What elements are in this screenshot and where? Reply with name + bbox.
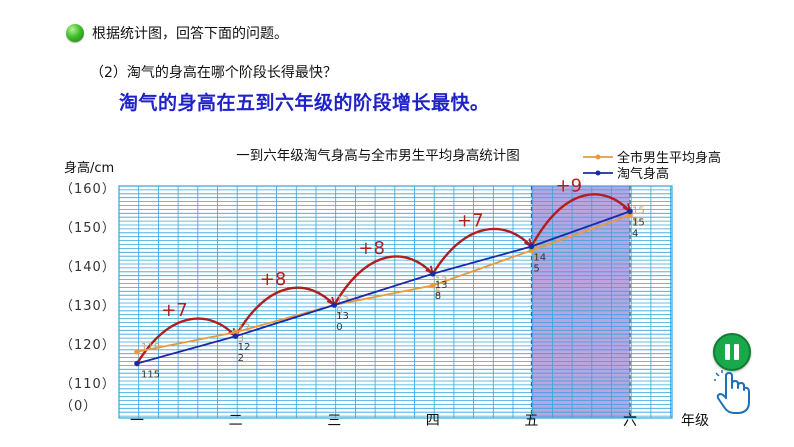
growth-arrow	[135, 317, 237, 365]
y-tick-label: （110）	[60, 377, 116, 392]
green-ball-icon	[66, 24, 84, 42]
growth-label: +8	[260, 269, 287, 290]
point-label: 14 5	[533, 253, 546, 275]
point-label-line: 13	[336, 295, 349, 306]
point-label-line: 115	[141, 370, 160, 381]
growth-label: +8	[358, 238, 385, 259]
growth-arrow	[431, 227, 533, 275]
pause-bar-icon	[734, 344, 739, 360]
data-point	[232, 333, 239, 340]
point-label-line: 3	[632, 216, 638, 227]
point-label-line: 2	[238, 353, 244, 364]
growth-arrow	[333, 255, 434, 306]
data-point	[627, 208, 633, 215]
instruction-text: 根据统计图，回答下面的问题。	[92, 26, 288, 42]
pause-button[interactable]	[713, 333, 751, 371]
data-point	[528, 243, 535, 250]
x-tick-label: 五	[524, 413, 538, 429]
series-line	[136, 214, 631, 353]
point-label-line: 15	[632, 205, 645, 216]
point-label: 13 5	[435, 276, 448, 298]
point-label-line: 0	[336, 322, 342, 333]
point-label: 15 3	[632, 205, 645, 227]
y-axis-break-label: （0）	[60, 399, 97, 414]
chart-title: 一到六年级淘气身高与全市男生平均身高统计图	[236, 147, 520, 164]
point-label-line: 12	[238, 322, 251, 333]
series-line	[136, 210, 631, 365]
point-label-line: 5	[533, 264, 539, 275]
data-point	[528, 247, 535, 254]
point-label: 115	[141, 370, 160, 381]
legend-label: 全市男生平均身高	[617, 150, 721, 166]
y-tick-label: （140）	[60, 260, 116, 275]
y-tick-label: （150）	[60, 221, 116, 236]
x-tick-label: 四	[426, 413, 440, 429]
growth-arrow	[530, 193, 631, 248]
data-point	[331, 302, 338, 308]
point-label-line: 13	[336, 311, 349, 322]
legend-marker	[595, 154, 601, 160]
data-point	[134, 349, 140, 355]
y-tick-label: （130）	[60, 299, 116, 314]
point-label-line: 5	[435, 287, 441, 298]
point-label: 118	[141, 342, 160, 353]
data-point	[430, 282, 436, 289]
pointer-hand-icon	[714, 370, 750, 414]
y-axis-label: 身高/cm	[64, 160, 114, 176]
y-tick-label: （120）	[60, 338, 116, 353]
point-label-line: 14	[533, 240, 546, 251]
plot-area: （110） （120） （130） （140） （150） （160） （0） 一 二 三 四 五 六 +…	[60, 175, 673, 429]
point-label-line: 4	[533, 251, 539, 262]
growth-arrow	[234, 286, 336, 337]
legend-marker	[595, 170, 601, 176]
growth-label: +9	[556, 175, 583, 196]
point-label: 13 0	[336, 311, 349, 333]
x-tick-label: 三	[327, 413, 341, 429]
y-tick-label: （160）	[60, 182, 116, 197]
data-point	[627, 212, 633, 219]
x-axis-label: 年级	[681, 413, 709, 429]
point-label-line: 118	[141, 342, 160, 353]
point-label-line: 0	[336, 306, 342, 317]
instruction-header: 根据统计图，回答下面的问题。	[66, 22, 288, 44]
point-label-line: 13	[435, 276, 448, 287]
point-label: 13 0	[336, 295, 349, 317]
point-label-line: 14	[533, 253, 546, 264]
pause-bar-icon	[725, 344, 730, 360]
point-label-line: 12	[238, 342, 251, 353]
plot-border	[118, 185, 673, 419]
answer-text: 淘气的身高在五到六年级的阶段增长最快。	[119, 92, 490, 114]
x-tick-label: 二	[229, 413, 243, 429]
data-point	[232, 329, 239, 336]
point-label: 15 4	[632, 217, 645, 239]
point-label: 14 4	[533, 240, 546, 262]
point-label-line: 3	[238, 333, 244, 344]
data-point	[430, 271, 436, 277]
point-label: 12 2	[238, 342, 251, 364]
point-label-line: 8	[435, 291, 441, 302]
point-label-line: 15	[632, 217, 645, 228]
point-label: 12 3	[238, 322, 251, 344]
point-label-line: 4	[632, 228, 638, 239]
x-tick-label: 六	[623, 413, 637, 429]
growth-label: +7	[457, 211, 484, 232]
x-tick-label: 一	[130, 413, 144, 429]
legend-label: 淘气身高	[617, 166, 669, 182]
growth-label: +7	[161, 300, 188, 321]
question-text: （2）淘气的身高在哪个阶段长得最快？	[90, 65, 337, 81]
point-label: 13 8	[435, 280, 448, 302]
point-label-line: 13	[435, 280, 448, 291]
data-point	[134, 360, 140, 367]
